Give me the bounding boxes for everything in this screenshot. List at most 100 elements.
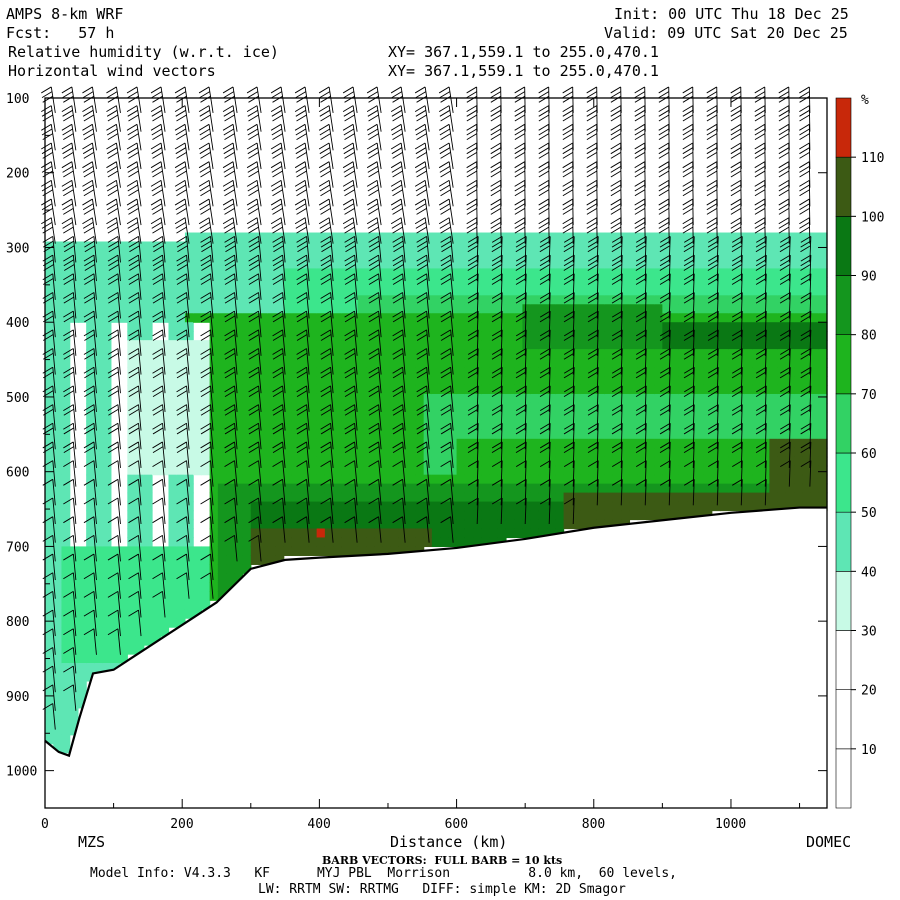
- rh-cell: [217, 573, 227, 583]
- rh-cell: [390, 528, 400, 539]
- rh-cell: [209, 537, 219, 548]
- wind-barb-flag: [199, 165, 211, 173]
- wind-barb-flag: [63, 647, 74, 654]
- rh-cell: [77, 286, 87, 296]
- rh-cell: [481, 393, 491, 404]
- wind-barb-flag: [417, 264, 428, 271]
- rh-cell: [316, 510, 326, 521]
- rh-cell: [785, 268, 795, 278]
- rh-cell: [357, 519, 367, 530]
- rh-cell: [390, 519, 400, 530]
- rh-cell: [571, 304, 581, 314]
- rh-cell: [234, 465, 244, 476]
- wind-barb-flag: [176, 516, 187, 524]
- wind-barb-flag: [42, 133, 53, 141]
- wind-barb-flag: [416, 460, 427, 468]
- rh-cell: [456, 402, 466, 413]
- wind-barb-flag: [63, 348, 74, 355]
- wind-barb: [426, 236, 430, 263]
- wind-barb-flag: [82, 86, 93, 94]
- rh-cell: [431, 402, 441, 413]
- wind-barb: [116, 180, 121, 207]
- wind-barb-flag: [294, 198, 306, 206]
- wind-barb: [330, 441, 334, 468]
- rh-cell: [242, 349, 252, 359]
- rh-cell: [382, 286, 392, 296]
- wind-barb-flag: [82, 105, 93, 113]
- rh-cell: [259, 546, 268, 556]
- rh-cell: [382, 447, 392, 458]
- rh-cell: [703, 322, 713, 332]
- rh-cell: [612, 367, 622, 377]
- wind-barb: [232, 105, 238, 132]
- wind-barb-flag: [63, 371, 75, 379]
- rh-cell: [654, 456, 663, 467]
- rh-cell: [637, 429, 647, 440]
- rh-cell: [366, 429, 375, 440]
- wind-barb-flag: [320, 460, 331, 468]
- rh-cell: [719, 483, 729, 494]
- rh-cell: [621, 313, 631, 323]
- rh-cell: [184, 609, 194, 619]
- rh-cell: [563, 232, 573, 243]
- wind-barb-flag: [296, 497, 307, 505]
- rh-cell: [621, 492, 631, 503]
- rh-cell: [291, 528, 301, 539]
- rh-cell: [324, 322, 334, 332]
- wind-barb-flag: [83, 497, 95, 505]
- rh-cell: [497, 358, 507, 368]
- wind-barb-flag: [467, 292, 479, 299]
- rh-cell: [538, 501, 548, 512]
- rh-cell: [588, 438, 598, 449]
- rh-cell: [810, 313, 820, 323]
- rh-cell: [226, 340, 235, 350]
- wind-barb-flag: [200, 226, 211, 234]
- rh-cell: [505, 376, 515, 386]
- rh-cell: [127, 304, 137, 314]
- rh-cell: [324, 429, 334, 440]
- rh-cell: [135, 645, 145, 655]
- rh-cell: [695, 411, 705, 422]
- rh-cell: [94, 519, 104, 530]
- wind-barb-flag: [152, 404, 163, 411]
- rh-cell: [77, 609, 87, 619]
- rh-cell: [769, 349, 779, 359]
- wind-barb: [352, 142, 358, 170]
- wind-barb-flag: [126, 198, 138, 206]
- rh-cell: [250, 331, 260, 341]
- wind-barb: [138, 591, 142, 618]
- rh-cell: [308, 438, 318, 449]
- wind-barb-flag: [416, 273, 427, 281]
- rh-cell: [226, 402, 235, 413]
- wind-barb-flag: [392, 352, 404, 360]
- wind-barb: [328, 86, 334, 114]
- wind-barb-flag: [176, 133, 187, 141]
- rh-cell: [794, 465, 803, 476]
- wind-barb-flag: [416, 422, 427, 430]
- rh-cell: [637, 349, 647, 359]
- rh-cell: [102, 654, 112, 664]
- rh-cell: [654, 510, 663, 521]
- wind-barb-flag: [200, 408, 212, 416]
- rh-cell: [802, 367, 812, 377]
- rh-cell: [168, 474, 178, 485]
- wind-barb: [208, 217, 214, 244]
- rh-cell: [818, 456, 828, 467]
- wind-barb-flag: [467, 460, 479, 468]
- wind-barb: [352, 161, 358, 188]
- rh-cell: [94, 268, 104, 278]
- rh-cell: [259, 295, 268, 305]
- wind-barb-flag: [416, 236, 427, 243]
- rh-cell: [810, 438, 820, 449]
- wind-barb-flag: [440, 497, 451, 505]
- rh-cell: [143, 313, 153, 323]
- rh-cell: [135, 591, 145, 601]
- rh-cell: [127, 358, 137, 368]
- rh-cell: [580, 268, 589, 278]
- rh-cell: [283, 340, 293, 350]
- wind-barb-flag: [83, 95, 95, 103]
- wind-barb-flag: [296, 385, 307, 393]
- rh-cell: [769, 340, 779, 350]
- wind-barb: [402, 479, 406, 506]
- wind-barb-flag: [152, 329, 163, 337]
